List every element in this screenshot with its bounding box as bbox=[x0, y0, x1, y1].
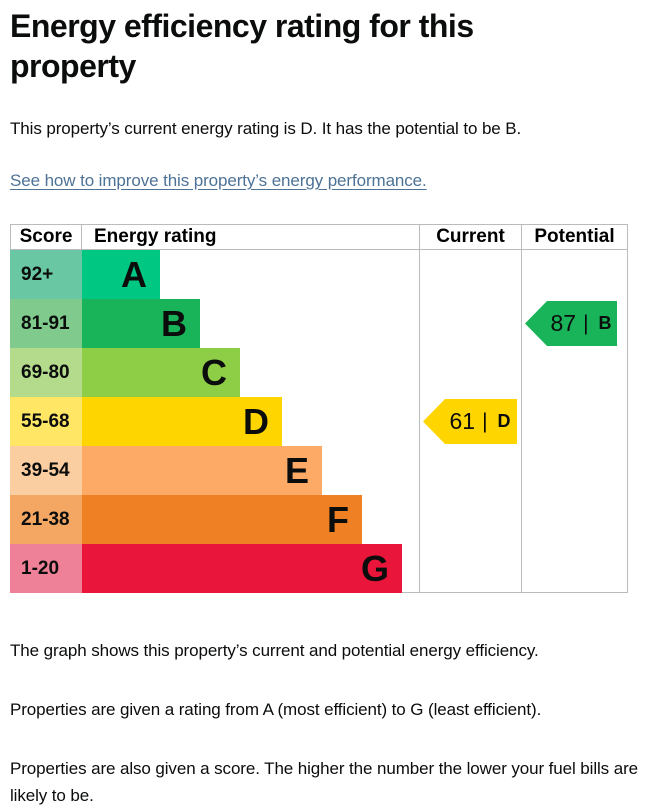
potential-score-value: 87 bbox=[550, 310, 577, 336]
band-letter-d: D bbox=[243, 400, 269, 442]
band-bar-f: F bbox=[82, 495, 362, 544]
graph-description-text: The graph shows this property’s current … bbox=[10, 641, 539, 660]
band-bar-g: G bbox=[82, 544, 402, 593]
potential-column-header: Potential bbox=[521, 225, 628, 249]
band-letter-c: C bbox=[201, 351, 227, 393]
current-separator: | bbox=[482, 409, 488, 433]
improve-performance-link[interactable]: See how to improve this property’s energ… bbox=[10, 171, 427, 190]
band-row-f: 21-38 F bbox=[10, 495, 419, 544]
current-column: 61 | D bbox=[419, 250, 521, 593]
score-range-b: 81-91 bbox=[10, 299, 82, 348]
chart-body: 92+ A 81-91 B 69-80 C 55-68 D 39-54 E 21… bbox=[10, 250, 628, 593]
band-bar-d: D bbox=[82, 397, 282, 446]
band-row-d: 55-68 D bbox=[10, 397, 419, 446]
current-score-value: 61 bbox=[449, 408, 476, 434]
band-row-e: 39-54 E bbox=[10, 446, 419, 495]
band-letter-e: E bbox=[284, 449, 309, 491]
energy-rating-column-header: Energy rating bbox=[94, 226, 217, 247]
energy-rating-chart: Score Energy rating Current Potential 92… bbox=[10, 224, 628, 593]
band-letter-b: B bbox=[161, 302, 187, 344]
current-rating-letter: D bbox=[497, 411, 511, 431]
score-range-d: 55-68 bbox=[10, 397, 82, 446]
band-row-a: 92+ A bbox=[10, 250, 419, 299]
potential-column: 87 | B bbox=[521, 250, 628, 593]
current-rating-marker: 61 | D bbox=[423, 399, 517, 444]
score-range-f: 21-38 bbox=[10, 495, 82, 544]
band-letter-a: A bbox=[121, 253, 147, 295]
score-range-e: 39-54 bbox=[10, 446, 82, 495]
score-range-g: 1-20 bbox=[10, 544, 82, 593]
score-explainer-text: Properties are also given a score. The h… bbox=[10, 759, 638, 805]
band-bar-b: B bbox=[82, 299, 200, 348]
band-letter-g: G bbox=[360, 547, 389, 589]
rating-bands: 92+ A 81-91 B 69-80 C 55-68 D 39-54 E 21… bbox=[10, 250, 419, 593]
score-column-header: Score bbox=[10, 225, 82, 249]
band-row-c: 69-80 C bbox=[10, 348, 419, 397]
band-bar-e: E bbox=[82, 446, 322, 495]
current-column-header: Current bbox=[419, 225, 521, 249]
band-row-g: 1-20 G bbox=[10, 544, 419, 593]
band-letter-f: F bbox=[327, 498, 349, 540]
score-range-a: 92+ bbox=[10, 250, 82, 299]
page-title: Energy efficiency rating for this proper… bbox=[10, 8, 474, 84]
potential-rating-marker: 87 | B bbox=[525, 301, 617, 346]
intro-text: This property’s current energy rating is… bbox=[10, 119, 522, 138]
chart-header-row: Score Energy rating Current Potential bbox=[10, 224, 628, 250]
band-bar-a: A bbox=[82, 250, 160, 299]
chart-description: The graph shows this property’s current … bbox=[10, 637, 654, 809]
score-range-c: 69-80 bbox=[10, 348, 82, 397]
potential-rating-letter: B bbox=[598, 313, 612, 333]
rating-explainer-text: Properties are given a rating from A (mo… bbox=[10, 700, 542, 719]
band-row-b: 81-91 B bbox=[10, 299, 419, 348]
potential-separator: | bbox=[583, 311, 589, 335]
band-bar-c: C bbox=[82, 348, 240, 397]
